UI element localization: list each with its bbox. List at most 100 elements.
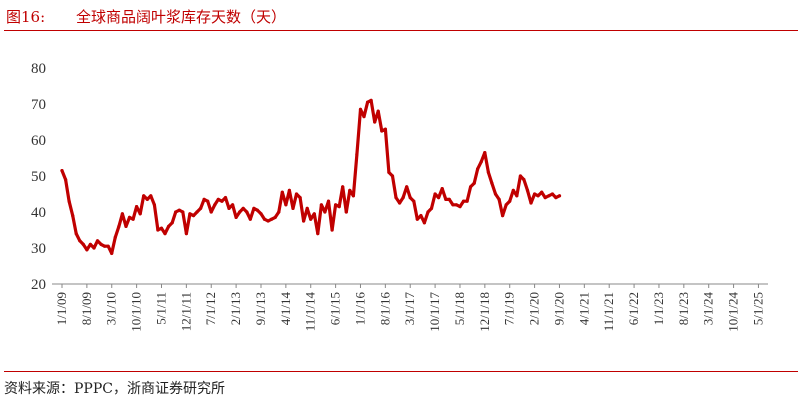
data-point: [447, 197, 451, 201]
y-tick-label: 50: [31, 169, 46, 185]
data-point: [334, 203, 338, 207]
source-note: 资料来源：PPPC，浙商证券研究所: [4, 381, 225, 397]
x-tick-label: 2/1/20: [527, 292, 542, 325]
data-point: [486, 170, 490, 174]
data-point: [170, 221, 174, 225]
data-point: [202, 197, 206, 201]
y-tick-label: 70: [31, 97, 46, 113]
data-point: [511, 188, 515, 192]
data-point: [120, 212, 124, 216]
x-tick-label: 1/1/23: [651, 292, 666, 325]
data-point: [547, 194, 551, 198]
data-point: [238, 210, 242, 214]
data-point: [131, 217, 135, 221]
data-point: [326, 199, 331, 203]
x-tick-label: 5/1/11: [153, 292, 168, 325]
data-point: [550, 192, 555, 196]
data-point: [525, 188, 530, 192]
data-point: [81, 242, 85, 246]
data-point: [220, 199, 224, 203]
x-tick-label: 9/1/20: [551, 292, 566, 325]
x-tick-label: 12/1/11: [178, 292, 193, 331]
data-point: [319, 203, 323, 207]
data-point: [533, 192, 537, 196]
data-point: [344, 210, 348, 214]
data-point: [469, 185, 473, 189]
data-point: [117, 224, 121, 228]
x-tick-label: 3/1/17: [402, 292, 417, 326]
data-point: [167, 224, 171, 228]
data-point: [213, 203, 217, 207]
data-point: [255, 208, 259, 212]
series-group: [60, 98, 562, 255]
x-tick-label: 11/1/21: [601, 292, 616, 331]
data-point: [529, 201, 533, 205]
data-point: [156, 228, 160, 232]
data-point: [476, 167, 480, 171]
data-point: [181, 210, 185, 214]
data-point: [266, 219, 270, 223]
data-point: [383, 127, 387, 131]
data-point: [376, 109, 380, 113]
data-point: [106, 244, 110, 248]
x-tick-label: 2/1/13: [228, 292, 243, 325]
data-point: [429, 206, 434, 210]
data-point: [422, 221, 426, 225]
y-tick-label: 30: [31, 241, 46, 257]
data-point: [152, 203, 156, 207]
data-point: [159, 226, 164, 230]
data-point: [440, 187, 444, 191]
data-point: [330, 228, 334, 232]
data-point: [273, 215, 277, 219]
data-point: [291, 206, 295, 210]
x-tick-label: 10/1/10: [129, 292, 144, 332]
x-tick-label: 10/1/17: [427, 292, 442, 332]
data-point: [465, 199, 469, 203]
data-point: [366, 100, 370, 104]
data-point: [138, 212, 142, 216]
x-tick-label: 3/1/24: [701, 292, 716, 326]
data-point: [245, 210, 249, 214]
data-point: [472, 181, 476, 185]
x-tick-label: 7/1/12: [203, 292, 218, 325]
data-point: [461, 199, 466, 203]
data-point: [369, 98, 373, 102]
x-tick-label: 4/1/14: [278, 292, 293, 326]
data-point: [355, 152, 359, 156]
x-tick-label: 11/1/14: [303, 292, 318, 332]
data-point: [195, 210, 199, 214]
data-point: [426, 210, 430, 214]
data-point: [60, 169, 64, 173]
data-point: [92, 246, 96, 250]
data-point: [184, 232, 188, 236]
data-point: [316, 232, 320, 236]
data-point: [536, 194, 540, 198]
data-point: [287, 188, 291, 192]
data-point: [103, 244, 107, 248]
data-point: [387, 170, 391, 174]
y-tick-label: 40: [31, 205, 46, 221]
header-rule: [4, 30, 798, 31]
data-point: [323, 210, 327, 214]
data-point: [145, 197, 149, 201]
footer-rule: [4, 371, 798, 372]
series-line: [60, 98, 562, 255]
data-point: [284, 203, 288, 207]
data-point: [302, 219, 306, 223]
data-point: [497, 197, 501, 201]
data-point: [209, 210, 213, 214]
data-point: [522, 178, 526, 182]
data-point: [206, 199, 210, 203]
data-point: [142, 194, 146, 198]
x-tick-label: 12/1/18: [477, 292, 492, 332]
data-point: [223, 196, 228, 200]
data-point: [358, 107, 363, 111]
data-point: [277, 210, 281, 214]
data-point: [398, 201, 402, 205]
x-tick-label: 5/1/18: [452, 292, 467, 325]
data-point: [490, 181, 494, 185]
data-point: [348, 188, 352, 192]
data-point: [241, 206, 245, 210]
data-point: [99, 242, 103, 246]
